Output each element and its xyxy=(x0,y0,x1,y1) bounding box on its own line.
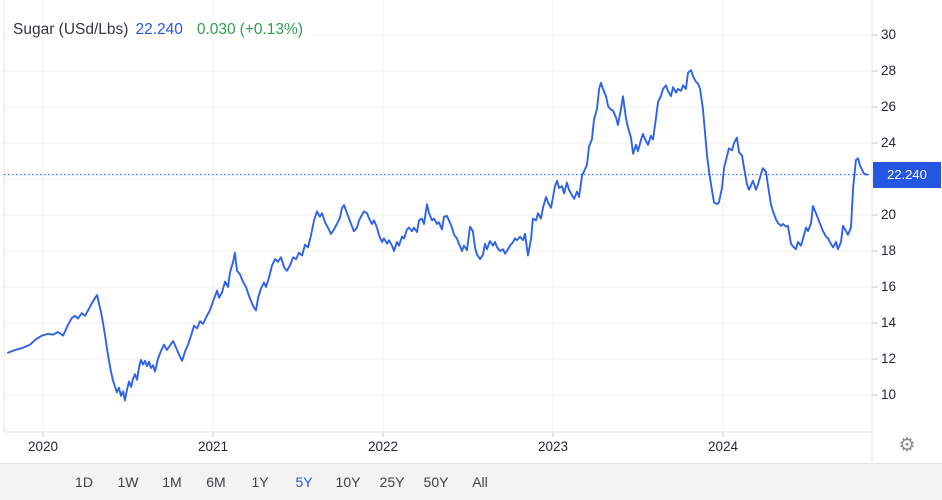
price-line-chart[interactable] xyxy=(0,0,942,463)
y-axis-label: 18 xyxy=(881,243,897,258)
y-axis-label: 26 xyxy=(881,99,897,114)
x-axis-label: 2024 xyxy=(707,439,739,454)
tab-1y[interactable]: 1Y xyxy=(251,474,269,490)
price-change: 0.030 xyxy=(196,21,236,38)
y-axis-label: 12 xyxy=(881,351,897,366)
tab-50y[interactable]: 50Y xyxy=(423,474,449,490)
tab-10y[interactable]: 10Y xyxy=(335,474,361,490)
instrument-title: Sugar (USd/Lbs) xyxy=(13,21,129,38)
timeframe-toolbar: 1D 1W 1M 6M 1Y 5Y 10Y 25Y 50Y All xyxy=(0,463,942,500)
x-axis-label: 2022 xyxy=(367,439,399,454)
tab-1d[interactable]: 1D xyxy=(75,474,93,490)
y-axis-label: 28 xyxy=(881,63,897,78)
tab-6m[interactable]: 6M xyxy=(206,474,226,490)
x-axis-label: 2020 xyxy=(27,439,59,454)
y-axis-label: 24 xyxy=(881,135,897,150)
y-axis-label: 30 xyxy=(881,27,897,42)
tab-25y[interactable]: 25Y xyxy=(379,474,405,490)
y-axis-label: 10 xyxy=(881,387,897,402)
current-price-badge: 22.240 xyxy=(873,161,941,188)
tab-5y[interactable]: 5Y xyxy=(295,474,313,490)
last-price: 22.240 xyxy=(135,21,183,38)
y-axis-label: 14 xyxy=(881,315,897,330)
instrument-header: Sugar (USd/Lbs) 22.240 0.030 (+0.13%) xyxy=(13,21,311,38)
settings-gear-icon[interactable]: ⚙ xyxy=(898,435,916,456)
tab-all[interactable]: All xyxy=(472,474,488,490)
price-change-percent: (+0.13%) xyxy=(239,21,303,38)
tab-1w[interactable]: 1W xyxy=(117,474,139,490)
y-axis-label: 20 xyxy=(881,207,897,222)
x-axis-label: 2021 xyxy=(197,439,229,454)
x-axis-label: 2023 xyxy=(537,439,569,454)
y-axis-label: 16 xyxy=(881,279,897,294)
tab-1m[interactable]: 1M xyxy=(162,474,182,490)
